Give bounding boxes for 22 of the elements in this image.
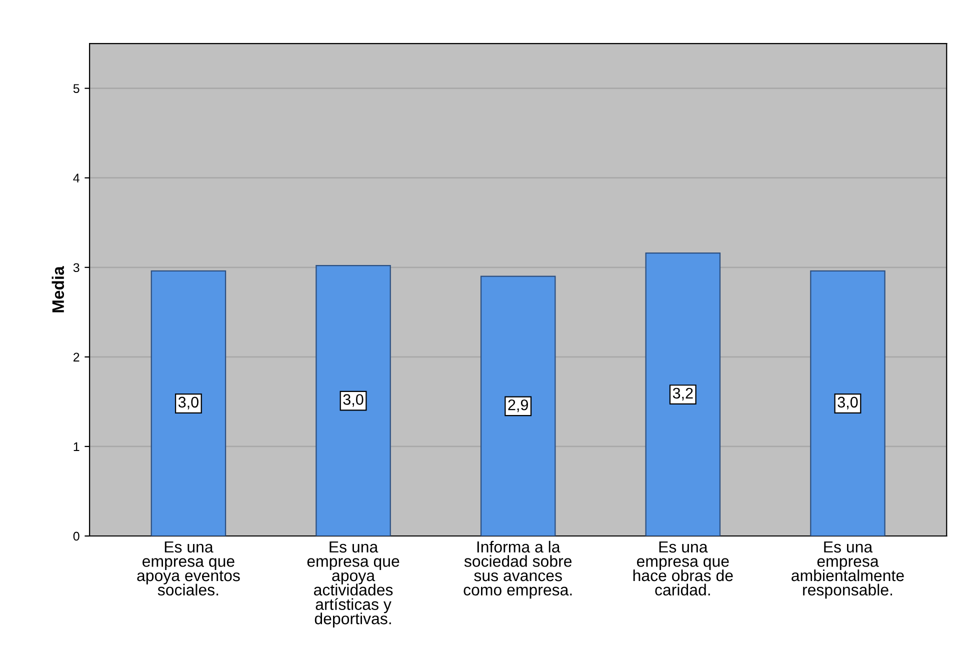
data-label: 3,0 — [178, 396, 198, 410]
data-label: 3,0 — [343, 394, 364, 407]
x-tick-label: Es una empresa que apoya eventos sociales. — [137, 541, 240, 596]
y-tick-label: 4 — [73, 174, 80, 182]
y-tick-label: 0 — [73, 532, 80, 541]
y-axis-title: Media — [52, 266, 64, 312]
bar — [480, 276, 556, 536]
x-tick-label: Es una empresa ambientalmente responsable. — [792, 541, 904, 599]
y-tick-label: 2 — [74, 352, 80, 362]
data-label: 3,0 — [838, 396, 858, 410]
x-tick-label: Es una empresa que hace obras de caridad. — [633, 541, 733, 596]
y-tick-label: 1 — [74, 442, 80, 451]
x-tick-label: Informa a la sociedad sobre sus avances como empresa. — [464, 540, 572, 599]
y-tick-label: 5 — [73, 84, 80, 93]
bar — [645, 252, 721, 536]
bar — [810, 270, 886, 536]
data-label: 2,9 — [508, 399, 528, 412]
bar — [150, 270, 226, 536]
y-tick-label: 3 — [73, 263, 80, 272]
bar — [316, 265, 391, 536]
data-label: 3,2 — [672, 388, 693, 400]
x-tick-label: Es una empresa que apoya actividades artísticas y deportivas. — [307, 541, 400, 628]
